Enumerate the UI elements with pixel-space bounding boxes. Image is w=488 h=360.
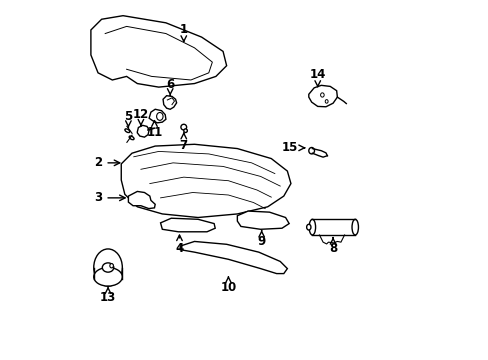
Ellipse shape	[325, 100, 327, 103]
Polygon shape	[308, 85, 337, 107]
Polygon shape	[91, 16, 226, 87]
Text: 13: 13	[100, 291, 116, 304]
Text: 5: 5	[124, 110, 132, 123]
Ellipse shape	[181, 124, 186, 130]
Ellipse shape	[156, 112, 163, 120]
Polygon shape	[121, 144, 290, 217]
Ellipse shape	[306, 224, 310, 230]
Ellipse shape	[351, 219, 358, 235]
Polygon shape	[137, 125, 149, 137]
Text: 9: 9	[257, 235, 265, 248]
Text: 11: 11	[146, 126, 163, 139]
Polygon shape	[163, 96, 176, 109]
Text: 4: 4	[175, 242, 183, 255]
Text: 6: 6	[166, 78, 174, 91]
Polygon shape	[160, 218, 215, 232]
Ellipse shape	[110, 264, 113, 268]
Polygon shape	[237, 211, 288, 229]
Text: 15: 15	[281, 141, 298, 154]
Ellipse shape	[94, 267, 122, 286]
Polygon shape	[128, 192, 155, 208]
Text: 10: 10	[220, 282, 236, 294]
Polygon shape	[180, 242, 287, 274]
Ellipse shape	[183, 129, 187, 132]
Ellipse shape	[94, 249, 122, 286]
Ellipse shape	[124, 129, 129, 132]
Text: 3: 3	[94, 192, 102, 204]
Ellipse shape	[129, 136, 134, 140]
Ellipse shape	[308, 219, 315, 235]
Ellipse shape	[320, 93, 324, 97]
Text: 12: 12	[133, 108, 149, 121]
Polygon shape	[149, 109, 165, 123]
Text: 14: 14	[309, 68, 325, 81]
Text: 8: 8	[328, 242, 337, 255]
Ellipse shape	[102, 263, 114, 272]
Ellipse shape	[308, 148, 314, 154]
Text: 2: 2	[94, 156, 102, 169]
Text: 7: 7	[180, 139, 187, 152]
Text: 1: 1	[180, 23, 187, 36]
